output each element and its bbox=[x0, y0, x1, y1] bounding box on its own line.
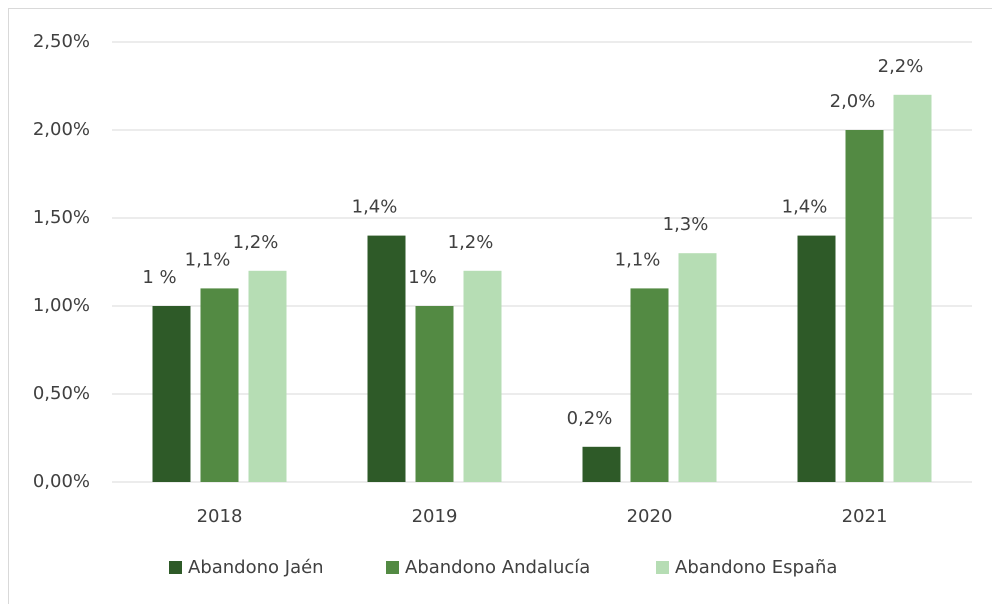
bar bbox=[200, 288, 239, 482]
legend-swatch bbox=[169, 561, 182, 574]
chart-frame bbox=[8, 8, 992, 604]
data-label: 1,4% bbox=[782, 197, 828, 218]
y-tick-label: 1,50% bbox=[33, 207, 90, 228]
legend-label: Abandono Jaén bbox=[188, 557, 324, 578]
bar bbox=[630, 288, 669, 482]
data-label: 2,0% bbox=[830, 91, 876, 112]
data-label: 1,4% bbox=[352, 197, 398, 218]
bar bbox=[845, 130, 884, 482]
y-tick-label: 0,50% bbox=[33, 383, 90, 404]
x-tick-label: 2020 bbox=[627, 506, 673, 527]
data-label: 1,1% bbox=[185, 249, 231, 270]
data-label: 0,2% bbox=[567, 408, 613, 429]
legend-swatch bbox=[386, 561, 399, 574]
bar bbox=[463, 270, 502, 482]
data-label: 2,2% bbox=[878, 56, 924, 77]
y-tick-label: 0,00% bbox=[33, 471, 90, 492]
y-tick-label: 2,00% bbox=[33, 119, 90, 140]
y-tick-label: 2,50% bbox=[33, 31, 90, 52]
legend-swatch bbox=[656, 561, 669, 574]
data-label: 1,3% bbox=[663, 214, 709, 235]
data-label: 1,2% bbox=[233, 232, 279, 253]
data-label: 1,2% bbox=[448, 232, 494, 253]
data-label: 1 % bbox=[142, 267, 176, 288]
x-tick-label: 2018 bbox=[197, 506, 243, 527]
data-label: 1,1% bbox=[615, 249, 661, 270]
bar bbox=[893, 94, 932, 483]
y-tick-label: 1,00% bbox=[33, 295, 90, 316]
bar bbox=[367, 235, 406, 482]
x-tick-label: 2019 bbox=[412, 506, 458, 527]
bar bbox=[797, 235, 836, 482]
bar bbox=[152, 306, 191, 482]
legend-label: Abandono España bbox=[675, 557, 837, 578]
legend-label: Abandono Andalucía bbox=[405, 557, 590, 578]
data-label: 1% bbox=[408, 267, 437, 288]
x-tick-label: 2021 bbox=[842, 506, 888, 527]
bar bbox=[415, 306, 454, 482]
bar bbox=[582, 446, 621, 482]
bar bbox=[678, 253, 717, 482]
bar bbox=[248, 270, 287, 482]
